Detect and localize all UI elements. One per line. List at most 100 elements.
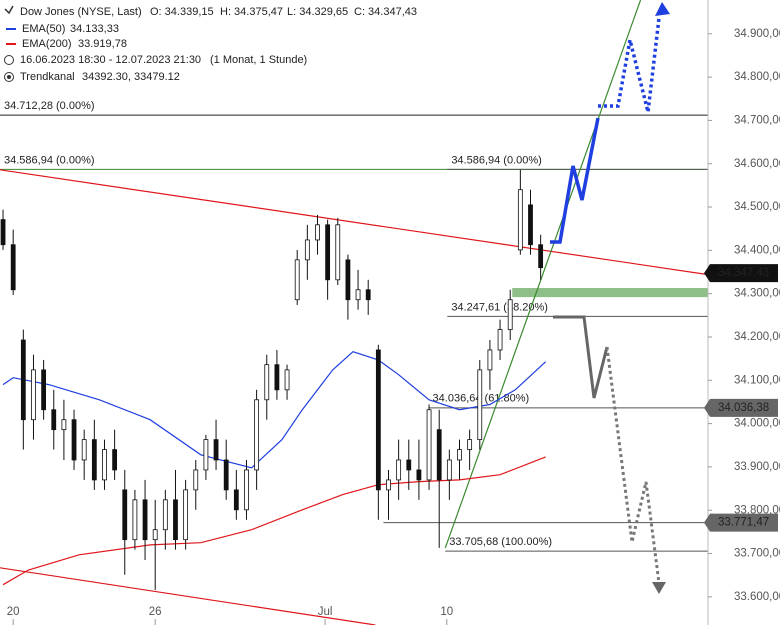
legend-label: EMA(50): [22, 23, 65, 35]
icon: [4, 5, 14, 15]
candle-body: [162, 499, 168, 531]
candle-body: [386, 479, 391, 491]
candle-body: [132, 499, 138, 541]
zone: [512, 288, 708, 298]
level-label: 34.247,61 (38.20%): [451, 301, 548, 313]
candle-body: [528, 204, 533, 246]
icon: [7, 75, 11, 79]
plot-area: 34.712,28 (0.00%) 34.586,94 (0.00%) 34.586…: [0, 0, 709, 625]
candle-body: [152, 529, 158, 541]
candle-body: [416, 469, 422, 481]
candle-body: [233, 489, 239, 511]
candle-body: [457, 449, 462, 461]
y-tick-label: 34.800,00: [734, 71, 780, 83]
y-tick-label: 34.100,00: [734, 374, 780, 386]
candle-body: [284, 369, 290, 391]
y-tick-label: 34.200,00: [734, 331, 780, 343]
candle-body: [91, 439, 97, 481]
candle-body: [31, 369, 36, 421]
candle-body: [436, 429, 442, 481]
candle-body: [304, 239, 310, 261]
y-tick-label: 34.000,00: [734, 418, 780, 430]
y-tick-label: 34.700,00: [734, 114, 780, 126]
candle-body: [538, 244, 544, 269]
x-tick-label: 26: [149, 606, 162, 618]
projection-blue: [550, 117, 600, 244]
candle-body: [61, 419, 67, 431]
projection-blue-dotted: [598, 17, 661, 113]
legend-value: 33.919,78: [78, 38, 127, 50]
projections: [550, 2, 670, 594]
channel: Trendkanal: [20, 71, 75, 83]
icon: [4, 72, 14, 82]
x-tick-label: 20: [7, 606, 20, 618]
candle-body: [203, 439, 209, 471]
candle-body: [264, 364, 270, 401]
candle-body: [102, 449, 107, 481]
x-tick-label: Jul: [318, 606, 333, 618]
candle-body: [142, 499, 148, 541]
ema-line: [2, 351, 547, 469]
candle-body: [345, 259, 351, 301]
candle-body: [183, 489, 189, 541]
candle-body: [426, 409, 432, 481]
trendline: [0, 169, 709, 276]
ohlc: O: 34.339,15: [150, 6, 214, 18]
projection-gray-dotted: [605, 346, 661, 584]
legend-label: EMA(200): [22, 38, 72, 50]
period: (1 Monat, 1 Stunde): [210, 54, 307, 66]
price-box-label: 34.347,43: [718, 267, 769, 279]
trendline: [444, 0, 642, 549]
candle-body: [213, 439, 219, 461]
ohlc: C: 34.347,43: [354, 6, 417, 18]
projection-gray: [553, 315, 609, 399]
candle-body: [122, 489, 128, 541]
price-box-label: 34.036,38: [718, 402, 769, 414]
y-tick-label: 34.400,00: [734, 244, 780, 256]
candle-body: [20, 339, 26, 421]
y-tick-label: 34.600,00: [734, 158, 780, 170]
y-tick-label: 34.300,00: [734, 288, 780, 300]
candle-body: [467, 439, 473, 450]
level-label: 34.586,94 (0.00%): [4, 154, 95, 166]
ohlc: H: 34.375,47: [220, 6, 283, 18]
y-tick-label: 33.600,00: [734, 591, 780, 603]
candle-body: [355, 289, 361, 301]
candle-body: [112, 449, 118, 471]
candle-body: [51, 409, 57, 431]
candle-body: [477, 369, 483, 441]
level-label: 34.712,28 (0.00%): [4, 100, 95, 112]
price-box: [704, 398, 778, 417]
candle-body: [81, 439, 87, 461]
candle-body: [0, 219, 6, 246]
legend-value: 34.133,33: [70, 23, 119, 35]
candle-body: [274, 364, 280, 391]
y-tick-label: 34.500,00: [734, 201, 780, 213]
candle-body: [487, 349, 493, 371]
candle-body: [325, 224, 331, 281]
candle-body: [254, 399, 260, 471]
legend: Dow Jones (NYSE, Last) O: 34.339,15 H: 3…: [4, 5, 417, 83]
candle-body: [173, 499, 178, 541]
candle-body: [335, 224, 341, 281]
legend-title: Dow Jones (NYSE, Last): [20, 6, 142, 18]
candle-body: [517, 189, 523, 251]
candle-body: [244, 469, 249, 511]
candle-body: [497, 329, 503, 351]
candle-body: [446, 459, 452, 481]
level-label: 34.586,94 (0.00%): [451, 154, 542, 166]
y-tick-label: 33.900,00: [734, 461, 780, 473]
candle-body: [375, 349, 381, 491]
candle-body: [406, 459, 412, 471]
y-axis: 33.600,00 33.700,00 33.800,00 33.900,00 34.0…: [7, 28, 780, 625]
y-tick-label: 33.800,00: [734, 504, 780, 516]
candle-body: [365, 289, 371, 301]
range: 16.06.2023 18:30 - 12.07.2023 21:30: [20, 54, 201, 66]
level-label: 33.705,68 (100.00%): [449, 536, 552, 548]
y-tick-label: 34.900,00: [734, 28, 780, 40]
arrow-head: [655, 2, 670, 16]
price-box-label: 33.771,47: [718, 517, 769, 529]
candle-body: [396, 459, 402, 481]
candle-body: [223, 459, 229, 491]
